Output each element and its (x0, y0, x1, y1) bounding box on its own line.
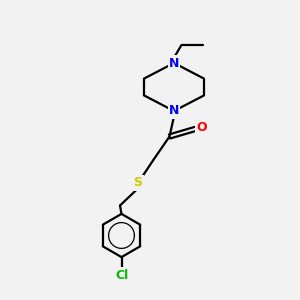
Text: N: N (169, 104, 179, 118)
Text: O: O (196, 121, 207, 134)
Text: N: N (169, 56, 179, 70)
Text: Cl: Cl (115, 268, 128, 282)
Text: S: S (134, 176, 142, 190)
